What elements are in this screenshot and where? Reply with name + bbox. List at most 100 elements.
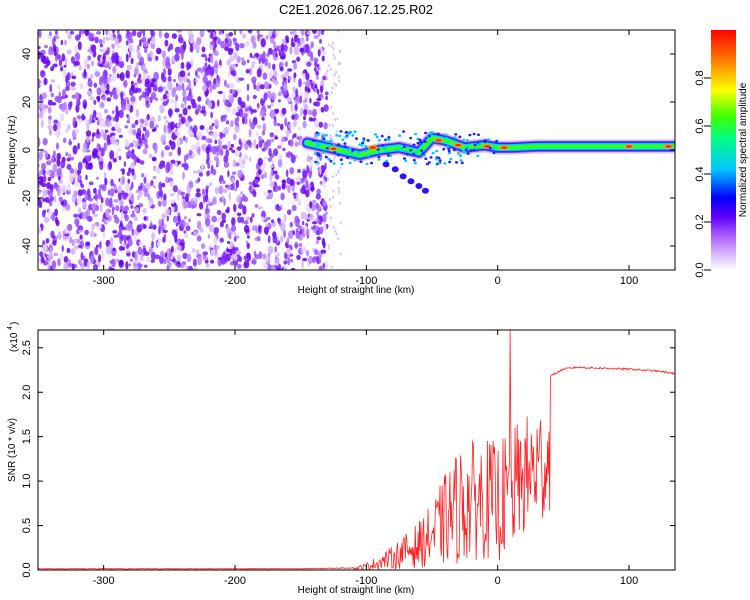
noise-speck	[302, 184, 306, 192]
noise-speck	[236, 146, 242, 151]
noise-speck	[260, 38, 266, 48]
noise-speck	[223, 197, 226, 206]
noise-speck	[112, 30, 115, 34]
noise-speck	[169, 98, 175, 103]
signal-speck	[316, 161, 320, 165]
noise-speck	[224, 46, 230, 52]
noise-speck	[222, 180, 226, 184]
noise-speck	[114, 113, 119, 123]
signal-trail-blob	[421, 187, 429, 194]
noise-speck	[310, 41, 314, 48]
noise-speck	[38, 203, 43, 208]
noise-speck	[57, 186, 62, 196]
noise-speck	[99, 203, 103, 213]
noise-speck	[234, 117, 239, 126]
noise-speck	[118, 155, 122, 161]
noise-speck	[138, 190, 143, 198]
noise-speck	[309, 213, 314, 221]
noise-speck	[74, 52, 81, 62]
noise-speck	[182, 40, 187, 51]
noise-speck	[267, 263, 272, 270]
noise-speck	[166, 254, 171, 264]
noise-speck	[157, 200, 162, 207]
noise-speck	[74, 91, 80, 101]
noise-speck	[332, 112, 334, 116]
noise-speck	[205, 137, 211, 143]
noise-speck	[219, 131, 223, 139]
noise-speck	[289, 46, 293, 55]
x-tick-label: 0	[495, 575, 501, 587]
noise-speck	[38, 151, 44, 160]
noise-speck	[298, 243, 303, 247]
noise-speck	[227, 38, 232, 48]
noise-speck	[118, 191, 122, 201]
noise-speck	[186, 97, 192, 102]
noise-speck	[264, 57, 268, 67]
noise-speck	[55, 129, 61, 139]
noise-speck	[231, 217, 236, 227]
signal-trail-blob	[415, 183, 423, 189]
signal-speck	[438, 159, 442, 162]
noise-speck	[143, 40, 149, 48]
noise-speck	[132, 140, 136, 144]
noise-speck	[248, 156, 252, 163]
noise-speck	[230, 120, 234, 128]
noise-speck	[281, 38, 287, 45]
noise-speck	[169, 167, 174, 176]
noise-speck	[167, 68, 172, 76]
noise-speck	[224, 79, 227, 87]
noise-speck	[264, 264, 267, 270]
noise-speck	[209, 224, 215, 233]
noise-speck	[210, 259, 215, 264]
noise-speck	[243, 260, 250, 269]
noise-speck	[70, 81, 76, 87]
noise-speck	[262, 72, 268, 80]
noise-speck	[337, 75, 340, 79]
noise-speck	[94, 71, 101, 78]
y-tick-label: 1.5	[21, 429, 33, 444]
noise-speck	[307, 87, 311, 94]
noise-speck	[177, 146, 181, 156]
noise-speck	[297, 199, 302, 206]
noise-speck	[188, 180, 194, 189]
noise-speck	[195, 108, 200, 114]
noise-speck	[193, 131, 197, 138]
noise-speck	[246, 94, 250, 102]
noise-speck	[278, 154, 283, 160]
signal-speck	[420, 149, 424, 152]
noise-speck	[126, 64, 132, 71]
noise-speck	[67, 183, 71, 192]
noise-speck	[130, 80, 134, 85]
noise-speck	[296, 254, 301, 260]
noise-speck	[241, 60, 247, 66]
noise-speck	[43, 216, 50, 224]
signal-speck	[376, 148, 380, 151]
noise-speck	[316, 188, 321, 195]
noise-speck	[246, 242, 250, 249]
noise-speck	[172, 185, 178, 193]
noise-speck	[279, 66, 284, 72]
noise-speck	[191, 204, 195, 209]
signal-speck	[387, 136, 391, 139]
noise-speck	[114, 37, 120, 46]
noise-speck	[204, 71, 208, 77]
noise-speck	[332, 53, 335, 57]
noise-speck	[72, 117, 77, 123]
noise-speck	[43, 209, 47, 213]
noise-speck	[237, 169, 243, 179]
noise-speck	[102, 229, 106, 239]
noise-speck	[54, 183, 57, 190]
noise-speck	[97, 96, 101, 103]
noise-speck	[208, 125, 213, 131]
noise-speck	[212, 130, 218, 140]
signal-speck	[454, 133, 458, 136]
noise-speck	[288, 129, 292, 134]
noise-speck	[254, 204, 259, 208]
noise-speck	[142, 245, 146, 249]
noise-speck	[116, 73, 120, 79]
signal-speck	[465, 146, 469, 149]
signal-speck	[442, 147, 446, 151]
noise-speck	[119, 199, 124, 207]
noise-speck	[54, 30, 58, 35]
noise-speck	[299, 95, 302, 104]
